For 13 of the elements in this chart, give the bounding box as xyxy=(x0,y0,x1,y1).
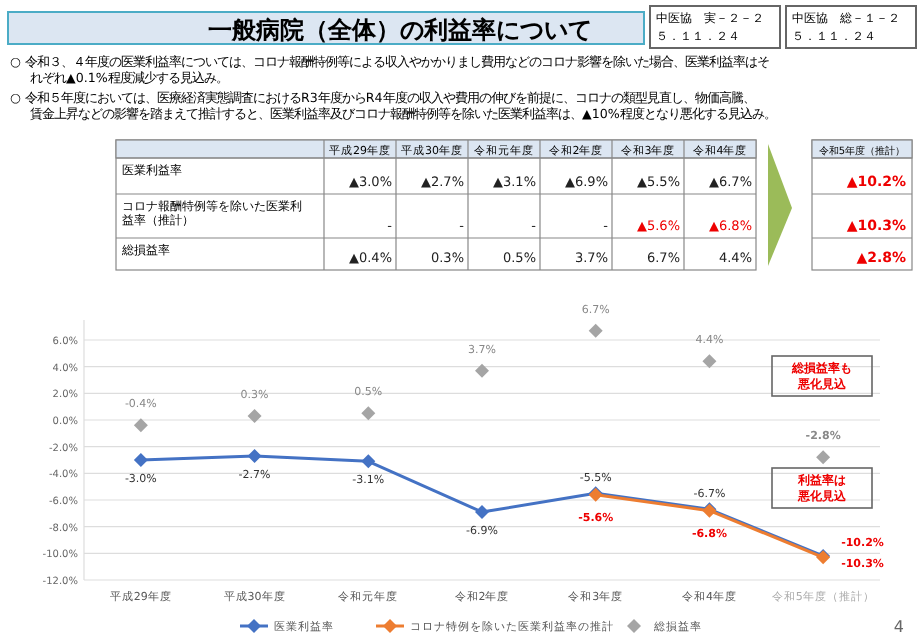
point xyxy=(133,453,148,467)
point xyxy=(361,406,376,421)
point xyxy=(588,323,603,338)
text: 一般病院（全体）の利益率について xyxy=(208,16,592,44)
point xyxy=(475,505,489,519)
point xyxy=(361,454,376,469)
point xyxy=(702,354,717,369)
point xyxy=(475,363,489,378)
point xyxy=(816,450,831,465)
point xyxy=(133,418,148,433)
point xyxy=(247,449,262,463)
text: 4 xyxy=(893,618,904,636)
point xyxy=(247,409,262,423)
